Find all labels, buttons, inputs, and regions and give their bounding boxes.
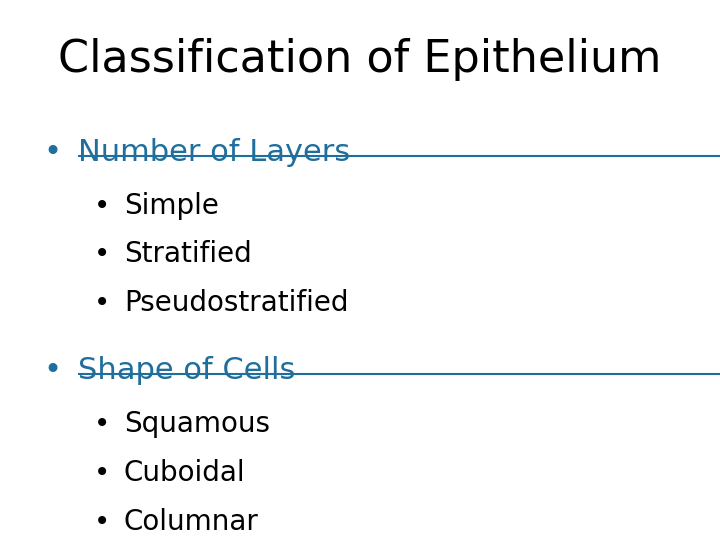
Text: •: • xyxy=(94,289,110,317)
Text: Simple: Simple xyxy=(124,192,219,220)
Text: Stratified: Stratified xyxy=(124,240,251,268)
Text: •: • xyxy=(94,508,110,536)
Text: •: • xyxy=(43,356,61,386)
Text: Pseudostratified: Pseudostratified xyxy=(124,289,348,317)
Text: Cuboidal: Cuboidal xyxy=(124,459,246,487)
Text: •: • xyxy=(43,138,61,167)
Text: Classification of Epithelium: Classification of Epithelium xyxy=(58,38,662,81)
Text: •: • xyxy=(94,459,110,487)
Text: Columnar: Columnar xyxy=(124,508,258,536)
Text: Squamous: Squamous xyxy=(124,410,270,438)
Text: •: • xyxy=(94,240,110,268)
Text: •: • xyxy=(94,192,110,220)
Text: •: • xyxy=(94,410,110,438)
Text: Number of Layers: Number of Layers xyxy=(78,138,350,167)
Text: Shape of Cells: Shape of Cells xyxy=(78,356,295,386)
